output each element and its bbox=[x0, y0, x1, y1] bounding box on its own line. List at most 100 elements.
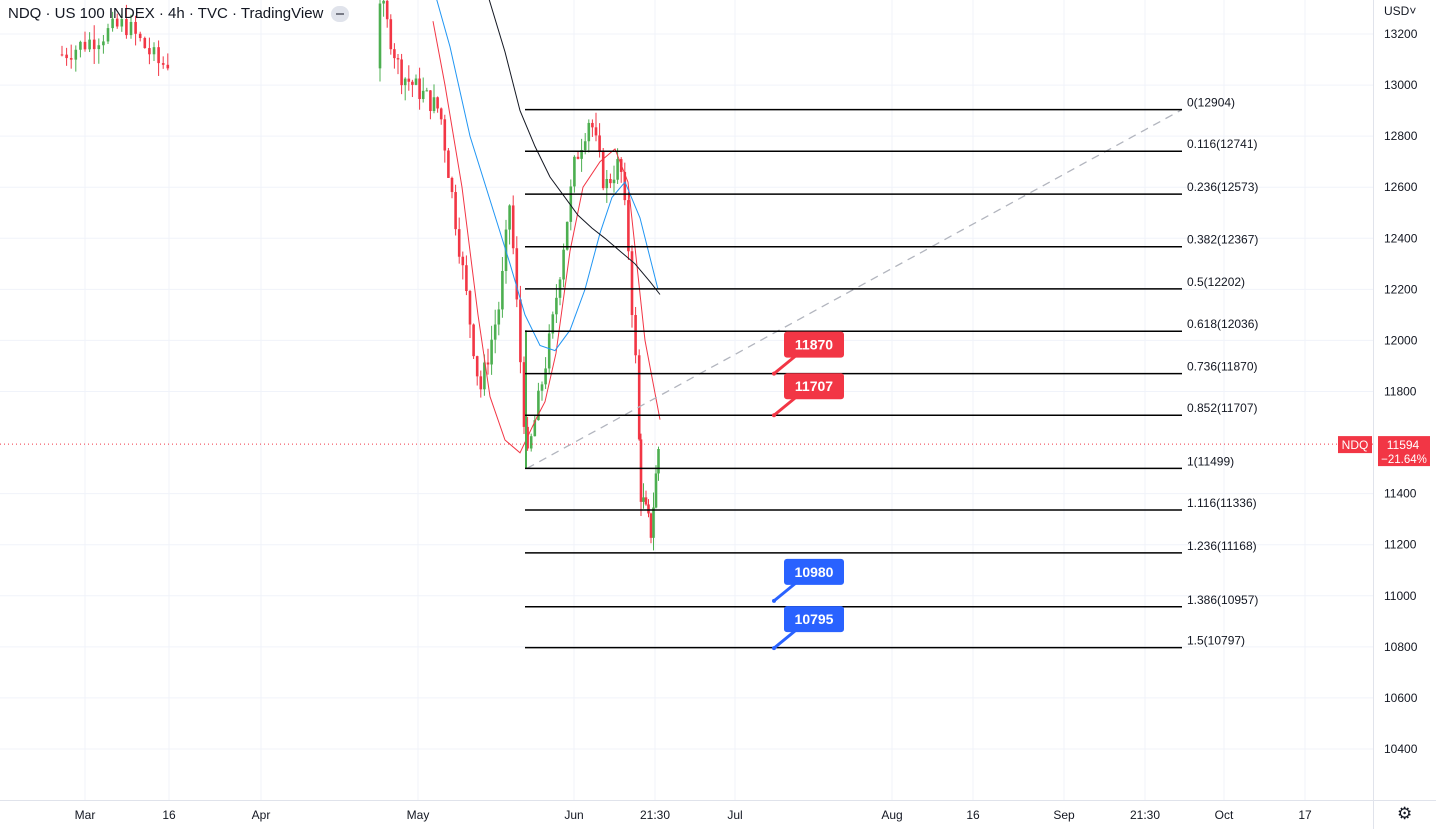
candle-body bbox=[60, 54, 64, 56]
fib-level-label: 1.386(10957) bbox=[1187, 593, 1258, 607]
candle bbox=[573, 155, 576, 193]
candle bbox=[594, 112, 598, 142]
candle-body bbox=[166, 64, 170, 69]
candle-body bbox=[382, 0, 385, 4]
candle bbox=[475, 355, 479, 386]
candle bbox=[630, 245, 634, 328]
price-tick-label: 11000 bbox=[1384, 589, 1417, 603]
chevron-down-icon: ˅ bbox=[1409, 4, 1417, 18]
fib-level[interactable]: 1(11499) bbox=[525, 454, 1234, 470]
fib-level[interactable]: 0.618(12036) bbox=[525, 317, 1258, 332]
candle-body bbox=[443, 119, 447, 151]
candle bbox=[432, 84, 436, 114]
symbol-title[interactable]: NDQ · US 100 INDEX · 4h · TVC · TradingV… bbox=[8, 5, 324, 22]
price-tick-label: 13000 bbox=[1384, 78, 1418, 92]
candle-body bbox=[138, 33, 142, 39]
candle-body bbox=[483, 362, 486, 390]
fib-level[interactable]: 0.5(12202) bbox=[525, 275, 1245, 290]
candle bbox=[134, 15, 137, 46]
candle-body bbox=[565, 221, 569, 250]
fib-level[interactable]: 0.116(12741) bbox=[525, 137, 1258, 152]
fib-level-label: 0.382(12367) bbox=[1187, 233, 1258, 247]
fib-level[interactable]: 1.236(11168) bbox=[525, 539, 1257, 554]
time-tick-label: Jun bbox=[564, 808, 583, 822]
trendline[interactable] bbox=[526, 109, 1183, 469]
time-tick-label: 16 bbox=[966, 808, 980, 822]
fibonacci-extension[interactable]: 0(12904) 0.116(12741) 0.236(12573) 0.382(12… bbox=[525, 96, 1258, 649]
price-callout-11707[interactable]: 11707 bbox=[772, 373, 844, 418]
fib-level[interactable]: 0.852(11707) bbox=[525, 401, 1258, 416]
candle bbox=[414, 74, 418, 86]
time-tick-label: Apr bbox=[252, 808, 271, 822]
price-callout-10980[interactable]: 10980 bbox=[772, 558, 844, 603]
fib-level[interactable]: 1.5(10797) bbox=[525, 634, 1245, 649]
fib-level[interactable]: 0.236(12573) bbox=[525, 180, 1258, 195]
hide-indicators-icon[interactable] bbox=[331, 6, 349, 22]
fib-level[interactable]: 0.736(11870) bbox=[525, 360, 1258, 375]
currency-label: USD bbox=[1384, 4, 1410, 18]
candle bbox=[429, 90, 432, 120]
callout-pointer bbox=[773, 354, 797, 375]
time-axis[interactable]: Mar 16 Apr May Jun 21:30 Jul Aug 16 Sep 21:30 Oct 17 bbox=[75, 808, 1312, 822]
candle bbox=[120, 13, 124, 32]
candle-body bbox=[551, 314, 555, 334]
candle bbox=[111, 11, 114, 32]
time-tick-label: 16 bbox=[162, 808, 176, 822]
fib-level[interactable]: 1.116(11336) bbox=[525, 496, 1257, 511]
price-callout-10795[interactable]: 10795 bbox=[772, 606, 844, 651]
candle-body bbox=[111, 18, 114, 29]
currency-selector[interactable]: USD˅ bbox=[1384, 4, 1416, 18]
candle bbox=[447, 147, 450, 178]
candle bbox=[637, 349, 641, 441]
fib-level[interactable]: 0.382(12367) bbox=[525, 233, 1258, 248]
callout-pointer bbox=[773, 628, 797, 650]
candle-body bbox=[148, 48, 151, 55]
candle-body bbox=[389, 19, 393, 50]
candle-body bbox=[555, 297, 558, 315]
callout-text: 10980 bbox=[795, 564, 834, 580]
candle-body bbox=[647, 504, 650, 514]
candle bbox=[515, 236, 519, 308]
candle bbox=[378, 0, 382, 82]
price-tick-label: 12400 bbox=[1384, 231, 1418, 245]
candle bbox=[152, 42, 156, 62]
candle bbox=[69, 44, 73, 69]
candle-body bbox=[393, 49, 396, 59]
candle bbox=[486, 348, 490, 375]
dashed-trendline[interactable] bbox=[526, 109, 1183, 469]
fib-level[interactable]: 0(12904) bbox=[525, 96, 1235, 111]
price-callout-11870[interactable]: 11870 bbox=[772, 331, 844, 376]
candle-body bbox=[92, 39, 96, 50]
candle-body bbox=[644, 497, 648, 505]
price-axis[interactable]: NDQ 11594 −21.64% 13200 13000 12800 12600 12400… bbox=[0, 27, 1430, 756]
price-change-pct: −21.64% bbox=[1381, 454, 1427, 466]
callout-anchor bbox=[772, 598, 776, 603]
candle-body bbox=[540, 384, 544, 391]
candle-body bbox=[479, 376, 483, 390]
candle-body bbox=[642, 497, 645, 502]
candle-body bbox=[623, 171, 627, 201]
candle-body bbox=[493, 324, 497, 340]
candle bbox=[627, 191, 630, 260]
candle bbox=[565, 221, 569, 251]
time-tick-label: Aug bbox=[881, 808, 902, 822]
callout-box bbox=[784, 331, 844, 358]
callout-text: 10795 bbox=[795, 611, 834, 627]
candle bbox=[468, 289, 472, 339]
fib-level[interactable]: 1.386(10957) bbox=[525, 593, 1258, 608]
candle-body bbox=[637, 355, 641, 440]
ema-slow-line bbox=[488, 0, 661, 295]
price-callouts[interactable]: 11870 11707 10980 10795 bbox=[772, 331, 844, 651]
candle-body bbox=[497, 309, 501, 325]
fib-level-label: 0.116(12741) bbox=[1187, 137, 1258, 151]
gear-icon[interactable]: ⚙ bbox=[1397, 804, 1413, 823]
candle-body bbox=[649, 513, 653, 538]
last-price-value: 11594 bbox=[1387, 438, 1420, 452]
candle-body bbox=[472, 324, 475, 357]
candle bbox=[529, 433, 533, 452]
candle bbox=[457, 217, 461, 264]
candle-body bbox=[385, 0, 389, 20]
price-badge[interactable]: NDQ 11594 −21.64% bbox=[1338, 436, 1430, 467]
